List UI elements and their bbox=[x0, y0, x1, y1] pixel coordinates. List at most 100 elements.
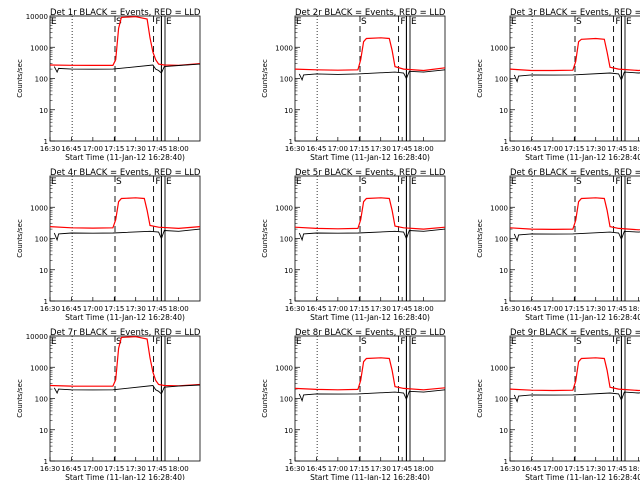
lld-series-line bbox=[294, 37, 446, 72]
y-tick-label: 100 bbox=[495, 396, 508, 404]
flag-left-E: E bbox=[296, 337, 302, 347]
y-tick-label: 1 bbox=[289, 298, 293, 306]
y-axis-label: Counts/sec bbox=[261, 379, 269, 418]
x-tick-label: 16:45 bbox=[521, 145, 541, 153]
flag-left-E: E bbox=[51, 337, 57, 347]
y-tick-label: 1 bbox=[504, 298, 508, 306]
y-tick-label: 1 bbox=[44, 458, 48, 466]
y-tick-label: 1000 bbox=[275, 44, 293, 52]
flag-E: E bbox=[166, 17, 172, 27]
panel-2: Det 2r BLACK = Events, RED = LLD 1 10 100 10… bbox=[261, 8, 446, 162]
flag-S: S bbox=[576, 337, 582, 347]
x-tick-label: 17:45 bbox=[147, 145, 167, 153]
x-tick-label: 17:30 bbox=[586, 305, 606, 313]
x-tick-label: 16:30 bbox=[285, 145, 305, 153]
x-tick-label: 17:15 bbox=[104, 305, 124, 313]
panel-3: Det 3r BLACK = Events, RED = LLD 1 10 100 10… bbox=[476, 8, 640, 162]
x-tick-label: 16:30 bbox=[285, 465, 305, 473]
x-tick-label: 17:15 bbox=[104, 465, 124, 473]
x-tick-label: 17:45 bbox=[392, 465, 412, 473]
flag-S: S bbox=[116, 177, 122, 187]
flag-F: F bbox=[615, 337, 620, 347]
flag-F: F bbox=[155, 177, 160, 187]
flag-F: F bbox=[400, 17, 405, 27]
x-axis-label: Start Time (11-Jan-12 16:28:40) bbox=[65, 473, 185, 480]
flag-left-E: E bbox=[296, 17, 302, 27]
panel-9: Det 9r BLACK = Events, RED = LLD 1 10 100 10… bbox=[476, 328, 640, 480]
x-tick-label: 16:30 bbox=[500, 465, 520, 473]
lld-series-line bbox=[509, 197, 640, 231]
y-tick-label: 1 bbox=[289, 458, 293, 466]
x-tick-label: 17:30 bbox=[586, 465, 606, 473]
y-tick-label: 100 bbox=[495, 76, 508, 84]
x-tick-label: 18:00 bbox=[168, 465, 188, 473]
x-tick-label: 17:15 bbox=[349, 145, 369, 153]
x-tick-label: 17:00 bbox=[328, 305, 348, 313]
x-tick-label: 17:00 bbox=[83, 145, 103, 153]
x-tick-label: 18:00 bbox=[168, 145, 188, 153]
y-axis-label: Counts/sec bbox=[261, 219, 269, 258]
y-tick-label: 1000 bbox=[30, 204, 48, 212]
y-tick-label: 10000 bbox=[26, 333, 48, 341]
y-tick-label: 1000 bbox=[490, 44, 508, 52]
flag-F: F bbox=[400, 337, 405, 347]
x-axis-label: Start Time (11-Jan-12 16:28:40) bbox=[525, 153, 640, 162]
x-tick-label: 17:00 bbox=[328, 145, 348, 153]
lld-series-line bbox=[509, 37, 640, 72]
x-tick-label: 17:30 bbox=[371, 145, 391, 153]
flag-F: F bbox=[155, 17, 160, 27]
x-tick-label: 16:30 bbox=[500, 145, 520, 153]
x-tick-label: 17:45 bbox=[607, 465, 627, 473]
x-tick-label: 17:45 bbox=[392, 145, 412, 153]
x-tick-label: 18:00 bbox=[628, 305, 640, 313]
flag-S: S bbox=[116, 17, 122, 27]
x-tick-label: 17:45 bbox=[607, 145, 627, 153]
events-series-line bbox=[513, 71, 640, 83]
lld-series-line bbox=[294, 357, 446, 391]
flag-E: E bbox=[411, 337, 417, 347]
flag-left-E: E bbox=[51, 177, 57, 187]
x-tick-label: 17:45 bbox=[147, 465, 167, 473]
x-tick-label: 18:00 bbox=[628, 145, 640, 153]
flag-E: E bbox=[626, 337, 632, 347]
y-tick-label: 1 bbox=[44, 298, 48, 306]
x-tick-label: 17:15 bbox=[349, 305, 369, 313]
panel-1: Det 1r BLACK = Events, RED = LLD 1 10 100 10… bbox=[16, 8, 201, 162]
y-tick-label: 10 bbox=[284, 427, 293, 435]
panel-title: Det 9r BLACK = Events, RED = LLD bbox=[510, 328, 640, 338]
x-tick-label: 18:00 bbox=[628, 465, 640, 473]
flag-S: S bbox=[361, 337, 367, 347]
x-tick-label: 17:15 bbox=[564, 465, 584, 473]
flag-E: E bbox=[166, 177, 172, 187]
y-tick-label: 100 bbox=[35, 396, 48, 404]
panel-6: Det 6r BLACK = Events, RED = LLD 1 10 100 10… bbox=[476, 168, 640, 322]
panel-8: Det 8r BLACK = Events, RED = LLD 1 10 100 10… bbox=[261, 328, 446, 480]
x-tick-label: 17:15 bbox=[349, 465, 369, 473]
events-series-line bbox=[53, 228, 201, 242]
panel-title: Det 1r BLACK = Events, RED = LLD bbox=[50, 8, 201, 18]
y-tick-label: 1000 bbox=[275, 364, 293, 372]
x-tick-label: 17:00 bbox=[328, 465, 348, 473]
y-tick-label: 1 bbox=[504, 138, 508, 146]
flag-F: F bbox=[155, 337, 160, 347]
lld-series-line bbox=[294, 197, 446, 230]
y-axis-label: Counts/sec bbox=[16, 219, 24, 258]
x-tick-label: 17:15 bbox=[564, 145, 584, 153]
y-tick-label: 100 bbox=[280, 236, 293, 244]
y-tick-label: 1000 bbox=[30, 44, 48, 52]
flag-left-E: E bbox=[511, 337, 517, 347]
flag-left-E: E bbox=[296, 177, 302, 187]
y-tick-label: 100 bbox=[35, 236, 48, 244]
panel-title: Det 5r BLACK = Events, RED = LLD bbox=[295, 168, 446, 178]
panel-title: Det 6r BLACK = Events, RED = LLD bbox=[510, 168, 640, 178]
y-tick-label: 1000 bbox=[30, 364, 48, 372]
events-series-line bbox=[53, 384, 201, 395]
x-tick-label: 17:15 bbox=[564, 305, 584, 313]
x-tick-label: 17:45 bbox=[392, 305, 412, 313]
flag-E: E bbox=[626, 17, 632, 27]
flag-left-E: E bbox=[511, 177, 517, 187]
x-tick-label: 16:45 bbox=[521, 305, 541, 313]
events-series-line bbox=[298, 69, 446, 82]
x-tick-label: 18:00 bbox=[413, 145, 433, 153]
x-tick-label: 17:30 bbox=[586, 145, 606, 153]
